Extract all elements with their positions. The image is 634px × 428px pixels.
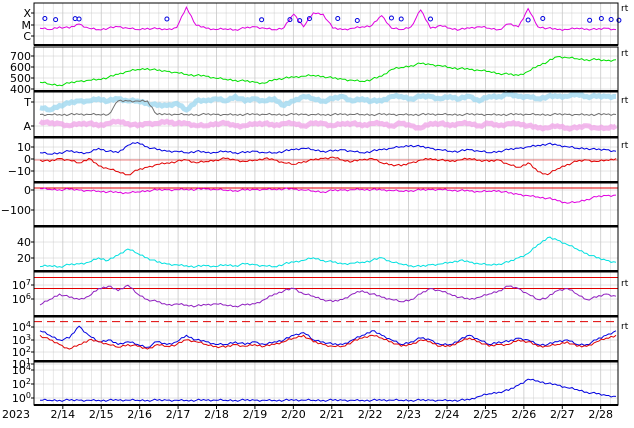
flare-marker bbox=[164, 16, 170, 22]
x-tick-label: 2/18 bbox=[204, 408, 229, 421]
flare-marker bbox=[388, 15, 394, 21]
y-tick-label: 100 bbox=[12, 391, 31, 405]
flare-marker bbox=[616, 17, 622, 23]
x-tick-label: 2/14 bbox=[50, 408, 75, 421]
flare-marker bbox=[76, 16, 82, 22]
x-tick-label: 2/20 bbox=[281, 408, 306, 421]
series-gray-line bbox=[39, 99, 617, 117]
x-tick-label: 2/17 bbox=[166, 408, 191, 421]
realtime-marker: rt bbox=[621, 4, 629, 14]
y-tick-label: M bbox=[22, 19, 32, 32]
y-tick-label: 10 bbox=[17, 141, 31, 154]
x-tick-label: 2/15 bbox=[89, 408, 114, 421]
y-tick-label: A bbox=[23, 120, 31, 133]
flare-marker bbox=[398, 16, 404, 22]
y-tick-label: X bbox=[23, 7, 31, 20]
flare-marker bbox=[335, 16, 341, 21]
x-axis-year-label: 2023 bbox=[2, 408, 30, 421]
panel-frame bbox=[33, 182, 619, 227]
x-tick-label: 2/28 bbox=[588, 408, 613, 421]
realtime-marker: rt bbox=[621, 96, 629, 106]
y-tick-label: 106 bbox=[12, 292, 31, 306]
series-red-line bbox=[39, 334, 617, 350]
y-tick-label: 107 bbox=[12, 278, 31, 292]
series-magenta-line bbox=[39, 5, 617, 31]
series-green-line bbox=[39, 55, 617, 87]
x-tick-label: 2/24 bbox=[435, 408, 460, 421]
x-tick-label: 2/22 bbox=[358, 408, 383, 421]
x-tick-label: 2/25 bbox=[473, 408, 498, 421]
series-blue-line bbox=[39, 325, 617, 348]
x-tick-label: 2/21 bbox=[319, 408, 344, 421]
y-tick-label: 104 bbox=[12, 363, 31, 377]
panel-frame bbox=[33, 2, 619, 46]
panel-frame bbox=[33, 361, 619, 406]
panel-frame bbox=[33, 316, 619, 362]
y-tick-label: 102 bbox=[12, 345, 31, 359]
series-red-line bbox=[39, 156, 617, 176]
x-tick-label: 2/16 bbox=[127, 408, 152, 421]
series-cyan-line bbox=[39, 236, 617, 269]
flare-marker bbox=[53, 17, 59, 23]
series-magenta-line bbox=[39, 187, 617, 204]
series-blue-line bbox=[40, 378, 617, 402]
y-tick-label: 40 bbox=[17, 236, 31, 249]
realtime-marker: rt bbox=[621, 49, 629, 59]
y-tick-label: 500 bbox=[10, 72, 31, 85]
y-tick-label: 600 bbox=[10, 61, 31, 74]
y-tick-label: 20 bbox=[17, 252, 31, 265]
x-tick-label: 2/26 bbox=[512, 408, 537, 421]
y-tick-label: 400 bbox=[10, 83, 31, 96]
flare-marker bbox=[525, 17, 531, 23]
flare-marker bbox=[259, 17, 265, 23]
y-tick-label: 103 bbox=[12, 333, 31, 347]
flare-marker bbox=[287, 17, 293, 23]
series-purple-line bbox=[39, 284, 617, 308]
flare-marker bbox=[42, 16, 48, 21]
x-tick-label: 2/27 bbox=[550, 408, 575, 421]
y-tick-label: C bbox=[23, 30, 31, 43]
flare-marker bbox=[598, 16, 604, 21]
flare-marker bbox=[428, 16, 434, 22]
y-tick-label: 0 bbox=[24, 184, 31, 197]
y-tick-label: 104 bbox=[12, 320, 31, 334]
x-tick-label: 2/19 bbox=[243, 408, 268, 421]
realtime-marker: rt bbox=[621, 322, 629, 332]
y-tick-label: 700 bbox=[10, 50, 31, 63]
flare-marker bbox=[608, 17, 614, 22]
panel-frame bbox=[33, 226, 619, 272]
y-tick-label: −10 bbox=[8, 165, 31, 178]
realtime-marker: rt bbox=[621, 141, 629, 151]
panel-frame bbox=[33, 271, 619, 317]
realtime-marker: rt bbox=[621, 279, 629, 289]
flare-marker bbox=[587, 17, 593, 23]
panel-frame bbox=[33, 46, 619, 92]
flare-marker bbox=[297, 18, 303, 24]
series-blue-line bbox=[39, 141, 617, 155]
y-tick-label: 101 bbox=[12, 357, 31, 371]
x-tick-label: 2/23 bbox=[396, 408, 421, 421]
y-tick-label: 102 bbox=[12, 377, 31, 391]
y-tick-label: 0 bbox=[24, 153, 31, 166]
y-tick-label: T bbox=[23, 96, 31, 109]
flare-marker bbox=[72, 16, 78, 22]
flare-marker bbox=[354, 18, 360, 23]
series-pink-band bbox=[38, 118, 618, 132]
y-tick-label: −100 bbox=[1, 204, 31, 217]
flare-marker bbox=[540, 16, 546, 21]
flare-marker bbox=[306, 16, 312, 22]
